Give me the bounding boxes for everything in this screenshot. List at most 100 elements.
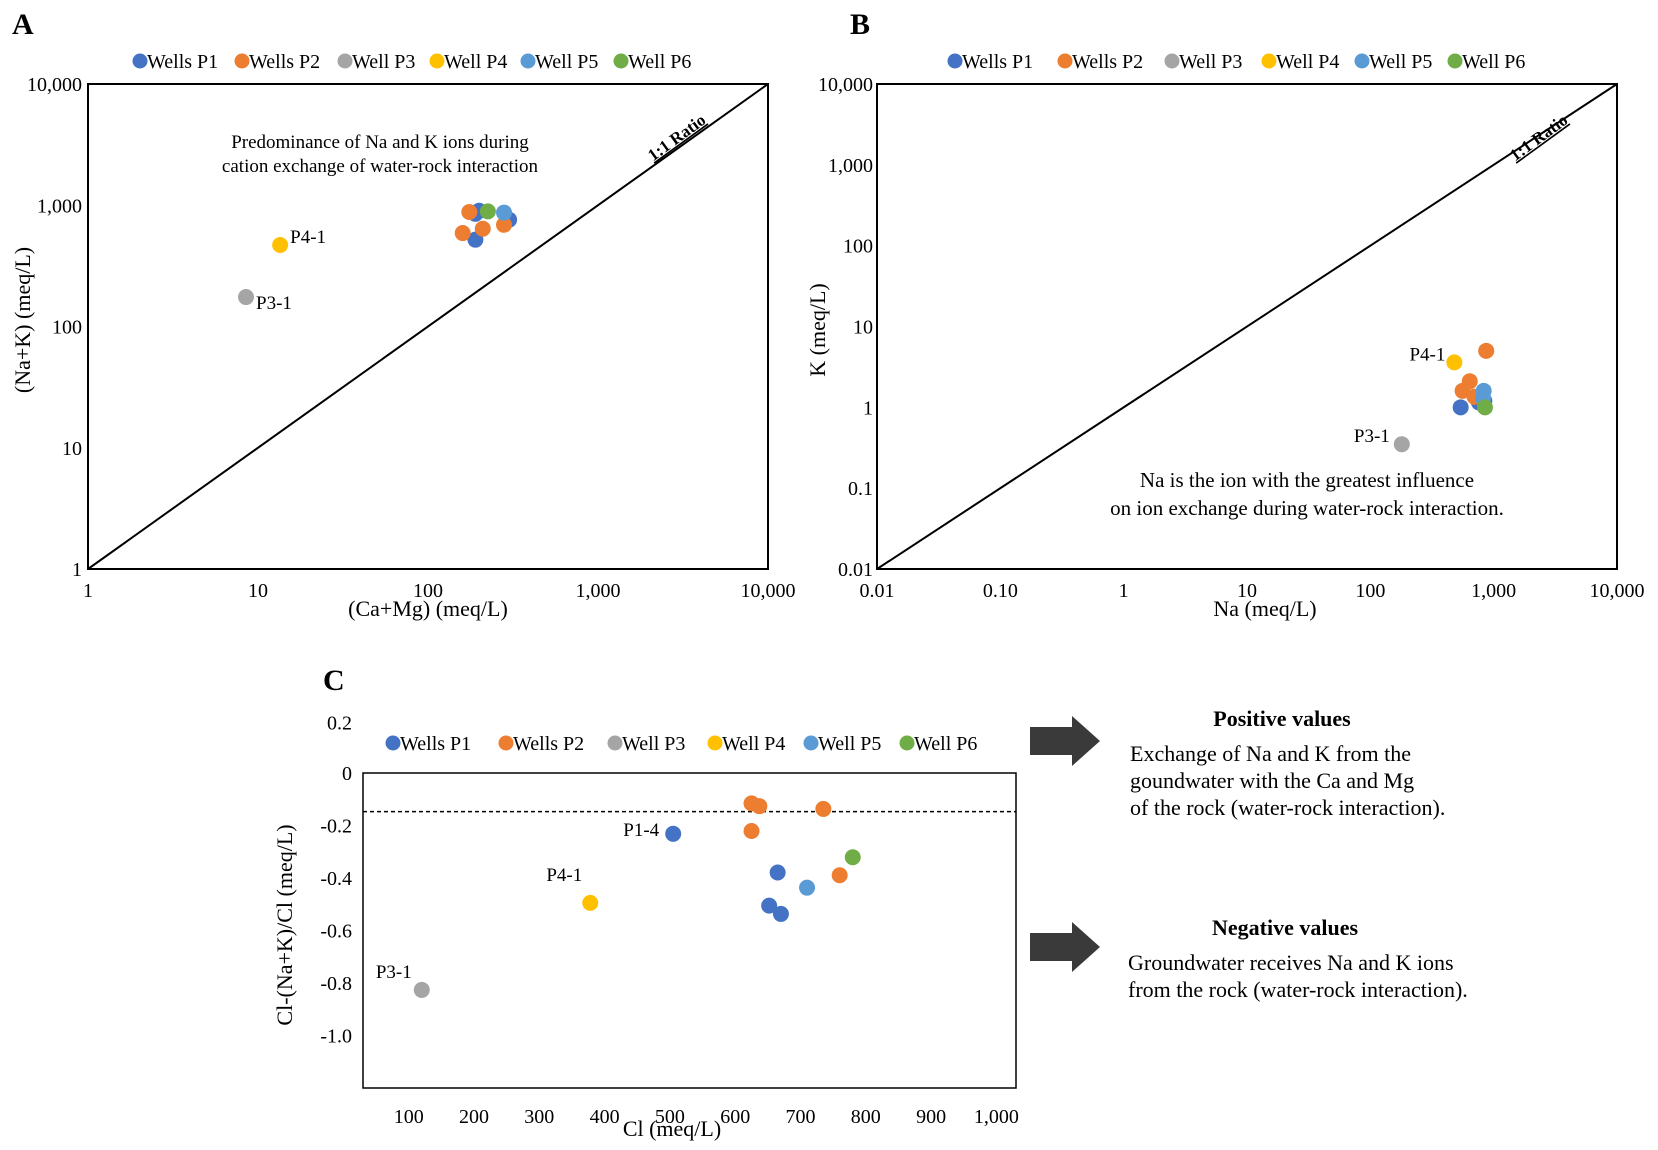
- legend-marker: [429, 53, 445, 69]
- x-tick-label: 0.10: [983, 580, 1018, 602]
- x-tick-label: 0.01: [860, 580, 895, 602]
- legend-item-well-p6: Well P6: [613, 51, 691, 73]
- panel-a: A Wells P1 Wells P2 Well P3 Well P4 Well P5 W…: [10, 8, 796, 621]
- legend-item-wells-p2: Wells P2: [1057, 51, 1143, 73]
- y-tick-label: -0.2: [320, 816, 352, 838]
- x-axis-title-b: Na (meq/L): [1213, 596, 1316, 621]
- y-tick-label: -0.6: [320, 921, 352, 943]
- legend-label: Well P3: [622, 733, 685, 755]
- point-wells-p2-a: [461, 203, 478, 220]
- annotation-b-line1: Na is the ion with the greatest influenc…: [1140, 468, 1474, 492]
- x-tick-label: 1,000: [576, 580, 621, 602]
- x-tick-label: 1: [83, 580, 93, 602]
- legend-item-well-p6: Well P6: [899, 733, 977, 755]
- legend-marker: [1261, 53, 1277, 69]
- legend-label: Well P5: [535, 51, 598, 73]
- x-ticks-a: 1 10 100 1,000 10,000: [83, 580, 796, 602]
- point-well-p6-c: [844, 849, 861, 866]
- positive-title: Positive values: [1213, 706, 1351, 731]
- x-tick-label: 10,000: [1590, 580, 1645, 602]
- x-tick-label: 1,000: [1471, 580, 1516, 602]
- legend-label: Wells P2: [249, 51, 320, 73]
- ratio-label-b: 1:1 Ratio: [1506, 110, 1571, 165]
- legend-label: Well P6: [1462, 51, 1525, 73]
- legend-label: Wells P1: [400, 733, 471, 755]
- legend-label: Well P5: [1369, 51, 1432, 73]
- legend-item-well-p3: Well P3: [1164, 51, 1242, 73]
- y-tick-label: 10: [853, 317, 873, 339]
- y-tick-label: 1,000: [828, 155, 873, 177]
- y-tick-label: 10,000: [27, 74, 82, 96]
- point-well-p5-c: [799, 879, 816, 896]
- point-well-p6-b: [1476, 399, 1493, 416]
- plot-frame-c: [362, 772, 1017, 1089]
- point-label-p1-4: P1-4: [623, 820, 659, 841]
- legend-a: Wells P1 Wells P2 Well P3 Well P4 Well P5 Wel…: [132, 51, 691, 73]
- y-tick-label: 0: [342, 763, 352, 785]
- x-axis-title-c: Cl (meq/L): [623, 1116, 721, 1141]
- y-axis-title-c: Cl-(Na+K)/Cl (meq/L): [272, 824, 297, 1025]
- y-tick-label: -1.0: [320, 1026, 352, 1048]
- legend-marker: [132, 53, 148, 69]
- y-ticks-b: 0.01 0.1 1 10 100 1,000 10,000: [818, 74, 873, 581]
- x-tick-label: 600: [720, 1106, 750, 1128]
- point-well-p3-b: [1393, 436, 1410, 453]
- legend-b: Wells P1 Wells P2 Well P3 Well P4 Well P5 Wel…: [947, 51, 1525, 73]
- y-ticks-c: 0.2 0 -0.2 -0.4 -0.6 -0.8 -1.0: [320, 713, 352, 1048]
- x-tick-label: 10,000: [741, 580, 796, 602]
- x-tick-label: 400: [590, 1106, 620, 1128]
- x-tick-label: 100: [1355, 580, 1385, 602]
- x-tick-label: 10: [248, 580, 268, 602]
- point-well-p4-a: [272, 237, 289, 254]
- y-tick-label: -0.8: [320, 973, 352, 995]
- legend-label: Well P3: [352, 51, 415, 73]
- legend-label: Well P4: [444, 51, 507, 73]
- point-label-p3-1: P3-1: [376, 962, 412, 983]
- legend-item-well-p3: Well P3: [607, 733, 685, 755]
- negative-line-2: from the rock (water-rock interaction).: [1128, 977, 1468, 1002]
- point-well-p6-a: [479, 203, 496, 220]
- points-a: P3-1 P4-1: [238, 202, 518, 314]
- legend-marker: [234, 53, 250, 69]
- legend-marker: [947, 53, 963, 69]
- legend-marker: [1057, 53, 1073, 69]
- y-tick-label: 1: [72, 559, 82, 581]
- x-tick-label: 500: [655, 1106, 685, 1128]
- points-c: P1-4 P3-1 P4-1: [376, 795, 861, 998]
- point-well-p3-a: [238, 289, 255, 306]
- point-wells-p1-c: [772, 905, 789, 922]
- y-tick-label: 1,000: [37, 195, 82, 217]
- legend-label: Wells P2: [1072, 51, 1143, 73]
- legend-label: Well P4: [722, 733, 785, 755]
- positive-line-3: of the rock (water-rock interaction).: [1130, 795, 1445, 820]
- legend-marker: [1354, 53, 1370, 69]
- y-tick-label: 0.01: [838, 559, 873, 581]
- callouts: Positive values Exchange of Na and K fro…: [1030, 706, 1468, 1002]
- x-ticks-c: 100 200 300 400 500 600 700 800 900 1,000: [394, 1106, 1019, 1128]
- x-tick-label: 900: [916, 1106, 946, 1128]
- panel-c: C Wells P1 Wells P2 Well P3 Well P4 Well P5 W…: [272, 664, 1019, 1141]
- ratio-label-a: 1:1 Ratio: [644, 110, 709, 165]
- legend-label: Well P5: [818, 733, 881, 755]
- annotation-a-line2: cation exchange of water-rock interactio…: [222, 156, 539, 177]
- legend-item-well-p4: Well P4: [707, 733, 785, 755]
- legend-label: Well P3: [1179, 51, 1242, 73]
- point-wells-p2-b: [1454, 382, 1471, 399]
- y-tick-label: 100: [843, 236, 873, 258]
- point-well-p3-c: [413, 981, 430, 998]
- y-tick-label: 0.2: [327, 713, 352, 735]
- x-ticks-b: 0.01 0.10 1 10 100 1,000 10,000: [860, 580, 1645, 602]
- y-tick-label: 0.1: [848, 478, 873, 500]
- y-axis-title-b: K (meq/L): [805, 283, 830, 376]
- point-label-p3-1: P3-1: [1354, 426, 1390, 447]
- legend-marker: [1447, 53, 1463, 69]
- y-tick-label: 10: [62, 438, 82, 460]
- positive-line-2: goundwater with the Ca and Mg: [1130, 768, 1414, 793]
- x-tick-label: 800: [851, 1106, 881, 1128]
- point-wells-p1-c: [761, 897, 778, 914]
- point-well-p4-b: [1446, 354, 1463, 371]
- point-label-p4-1: P4-1: [546, 865, 582, 886]
- point-wells-p1-c: [665, 825, 682, 842]
- point-wells-p2-a: [454, 225, 471, 242]
